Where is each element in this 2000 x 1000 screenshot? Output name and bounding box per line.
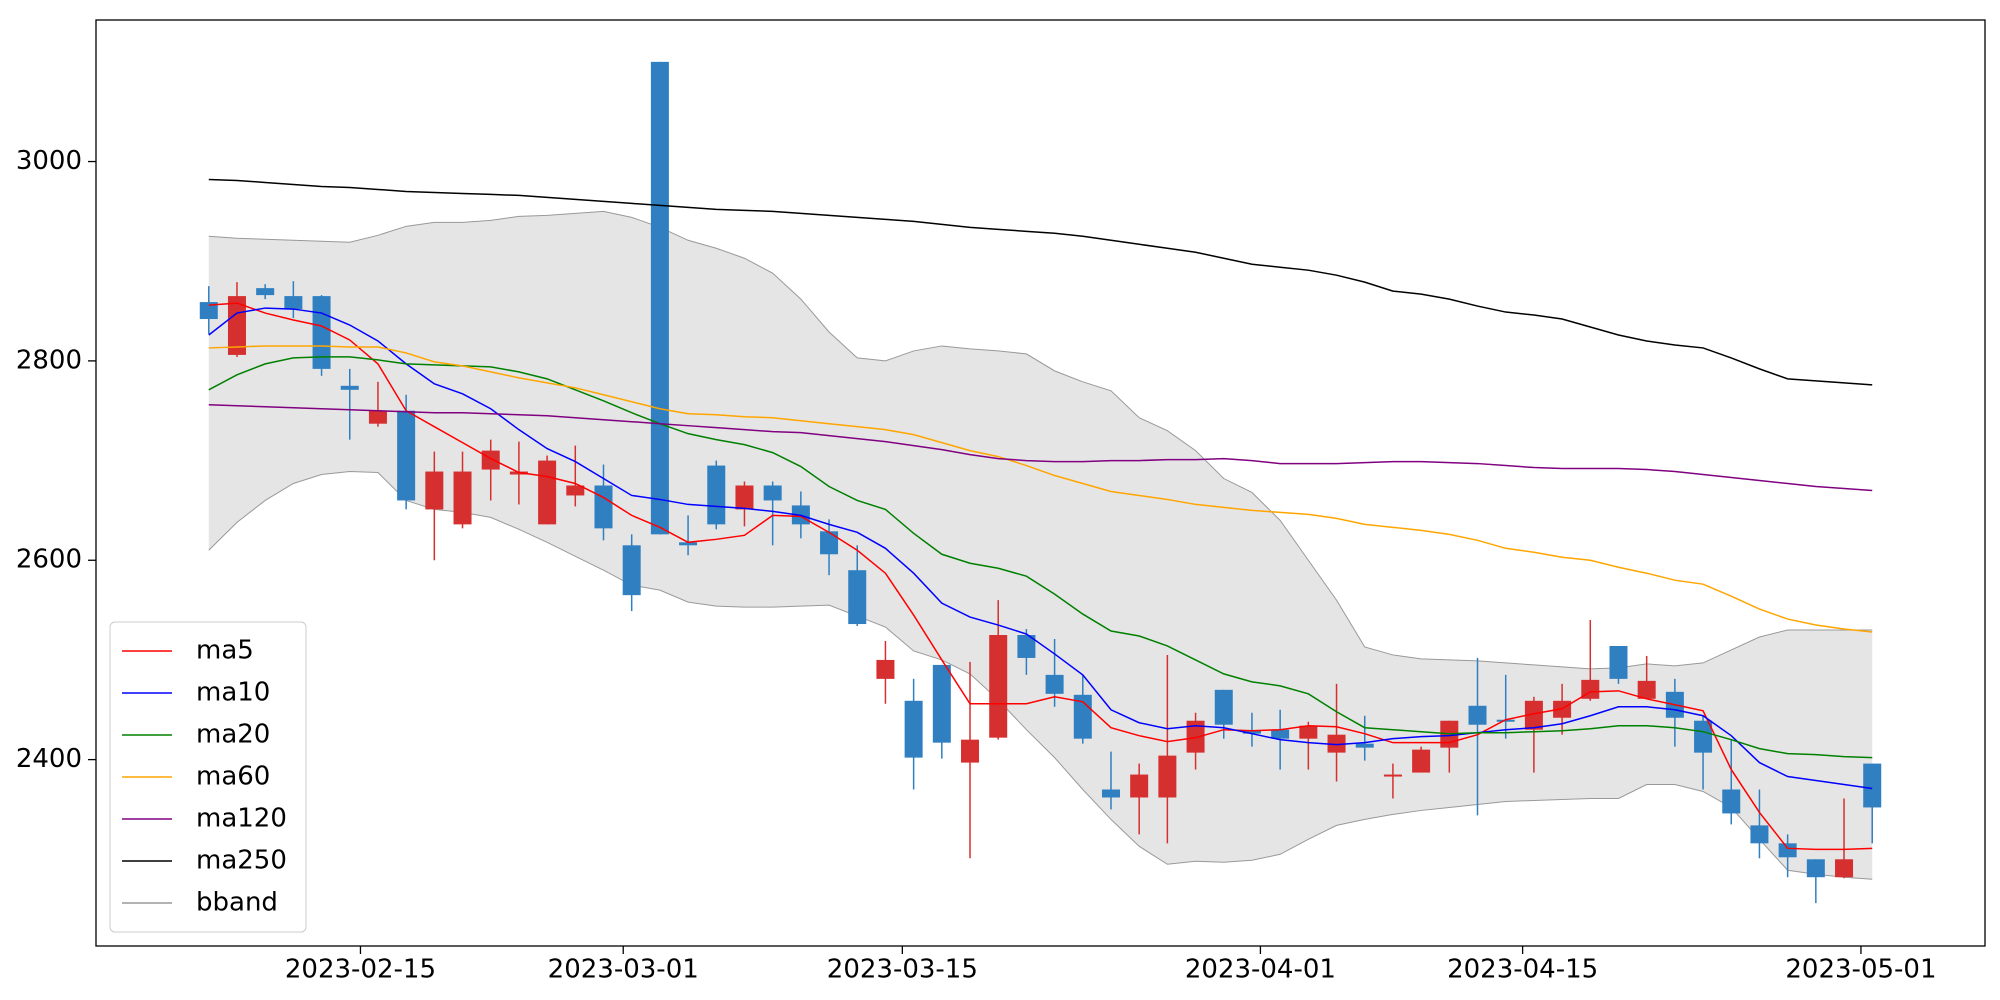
candle-body [284, 296, 303, 310]
candle-body [453, 471, 472, 525]
y-tick-label: 2600 [16, 545, 82, 575]
x-tick-label: 2023-03-15 [827, 955, 978, 985]
legend-box [109, 621, 307, 933]
candle-body [1214, 689, 1233, 725]
candle-body [1806, 859, 1825, 878]
candle-body [312, 296, 331, 369]
band-fill [208, 211, 1873, 880]
candle-body [1101, 789, 1120, 798]
legend-label: ma60 [196, 762, 270, 792]
candle-body [340, 385, 359, 390]
candle-body [848, 570, 867, 625]
ma-line [208, 404, 1873, 492]
candle-body [932, 664, 951, 743]
ma-line [208, 307, 1873, 790]
candle-body [961, 739, 980, 763]
candle-body [1158, 755, 1177, 798]
candle-body [820, 531, 839, 555]
x-tick-label: 2023-02-15 [285, 955, 436, 985]
candle-body [425, 471, 444, 510]
candle-body [1496, 719, 1515, 722]
candle-body [481, 450, 500, 470]
candle-body [199, 302, 218, 320]
candle-body [1722, 789, 1741, 814]
candle-body [622, 545, 641, 596]
plot-frame [95, 19, 1986, 947]
legend-label: ma10 [196, 678, 270, 708]
candle-body [1242, 730, 1261, 734]
legend-label: bband [196, 888, 278, 918]
candle-body [1271, 729, 1290, 739]
candle-body [679, 542, 698, 546]
ma-line [208, 345, 1873, 633]
y-tick-label: 3000 [16, 146, 82, 176]
candle-body [1863, 763, 1882, 808]
candle-body [1383, 774, 1402, 777]
candle-body [1468, 705, 1487, 725]
candle-body [989, 635, 1008, 738]
legend-label: ma5 [196, 636, 254, 666]
candle-body [256, 288, 275, 296]
candle-body [1524, 700, 1543, 730]
x-tick-label: 2023-04-01 [1185, 955, 1336, 985]
legend-label: ma120 [196, 804, 287, 834]
candle-body [707, 465, 726, 525]
candle-body [1609, 645, 1628, 679]
candle-body [1355, 743, 1374, 748]
y-tick-label: 2400 [16, 744, 82, 774]
legend-label: ma250 [196, 846, 287, 876]
candle-body [1778, 843, 1797, 858]
x-tick-label: 2023-05-01 [1785, 955, 1936, 985]
legend-label: ma20 [196, 720, 270, 750]
x-tick-label: 2023-04-15 [1447, 955, 1598, 985]
candle-body [1130, 774, 1149, 798]
candle-body [1637, 680, 1656, 699]
candle-body [1327, 734, 1346, 753]
ma-line [208, 302, 1873, 851]
candle-body [1299, 725, 1318, 739]
candle-body [1045, 674, 1064, 694]
candle-body [876, 659, 895, 679]
candle-body [1017, 635, 1036, 658]
candle-body [368, 410, 387, 424]
candle-body [227, 296, 246, 355]
candle-body [650, 61, 669, 535]
candle-body [1186, 720, 1205, 753]
candle-body [594, 485, 613, 529]
x-tick-label: 2023-03-01 [548, 955, 699, 985]
y-tick-label: 2800 [16, 345, 82, 375]
band-lower [208, 471, 1873, 880]
candle-body [735, 485, 754, 510]
candle-body [397, 410, 416, 501]
candle-body [1694, 720, 1713, 753]
candle-body [538, 460, 557, 525]
ma-line [208, 178, 1873, 386]
ma-line [208, 356, 1873, 759]
candle-body [763, 485, 782, 501]
candle-body [566, 485, 585, 496]
candle-body [904, 700, 923, 758]
band-upper [208, 210, 1873, 670]
candle-body [1412, 749, 1431, 773]
candle-body [1835, 859, 1854, 878]
candle-body [1750, 825, 1769, 844]
